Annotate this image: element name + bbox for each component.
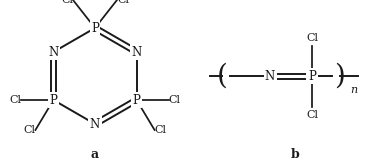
Text: Cl: Cl: [306, 33, 318, 43]
Text: Cl: Cl: [9, 95, 22, 105]
Text: a: a: [91, 149, 99, 162]
Text: b: b: [291, 149, 299, 162]
Text: P: P: [91, 22, 99, 35]
Text: Cl: Cl: [61, 0, 73, 5]
Text: Cl: Cl: [155, 125, 167, 135]
Text: Cl: Cl: [117, 0, 129, 5]
Text: N: N: [265, 70, 275, 83]
Text: P: P: [308, 70, 316, 83]
Text: Cl: Cl: [306, 110, 318, 120]
Text: Cl: Cl: [169, 95, 181, 105]
Text: P: P: [50, 93, 57, 107]
Text: ): ): [335, 63, 345, 89]
Text: N: N: [132, 45, 142, 58]
Text: n: n: [350, 85, 357, 95]
Text: N: N: [90, 118, 100, 130]
Text: P: P: [133, 93, 141, 107]
Text: (: (: [217, 63, 228, 89]
Text: N: N: [48, 45, 59, 58]
Text: Cl: Cl: [23, 125, 36, 135]
